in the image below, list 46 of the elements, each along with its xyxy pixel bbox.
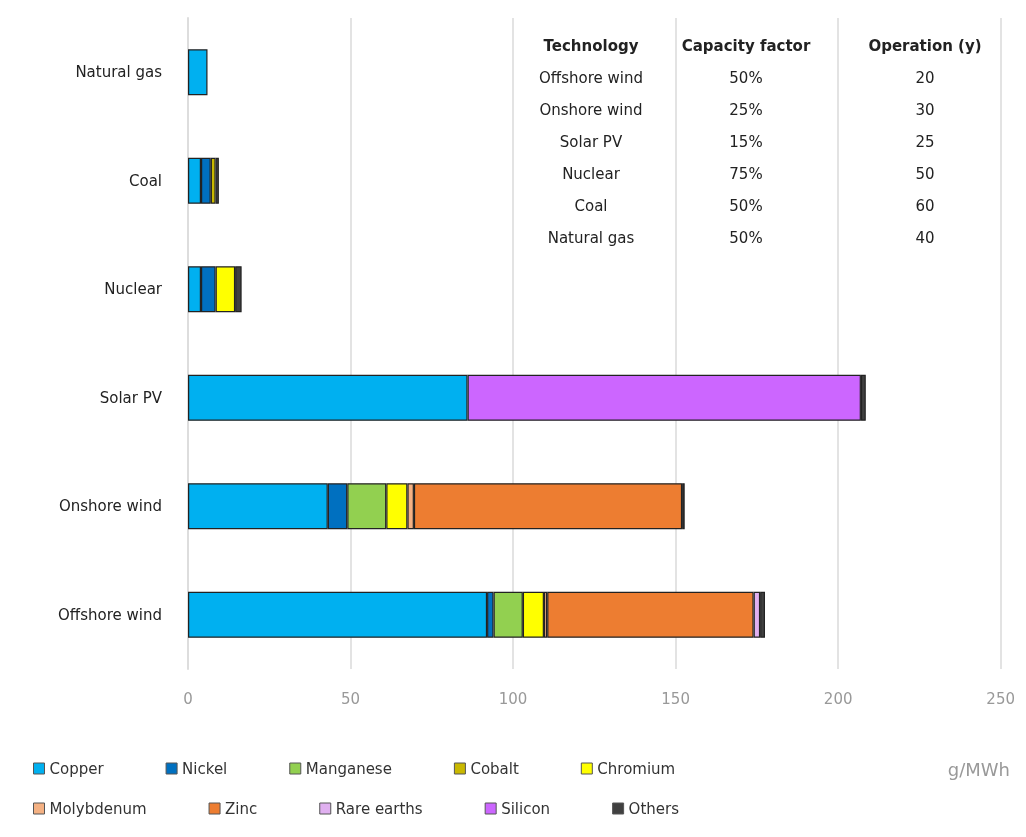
annotation: Natural gas [547,229,635,247]
annotation: Operation (y) [868,37,982,55]
annotation: Solar PV [559,133,623,151]
legend-label: Chromium [597,759,676,778]
annotation: 50% [729,229,763,247]
x-tick-label: 100 [498,689,528,708]
legend-label: Nickel [182,759,228,778]
bar [215,157,219,204]
x-tick-label: 50 [340,689,361,708]
annotation: 50 [915,165,935,183]
annotation: Nuclear [562,165,621,183]
y-tick-label: Coal [128,171,162,190]
annotation: 50% [729,69,763,87]
x-tick-label: 250 [986,689,1016,708]
bar [188,49,208,96]
legend-label: Cobalt [470,759,519,778]
x-axis-title: g/MWh [947,758,1011,780]
y-tick-label: Natural gas [75,63,163,82]
legend-label: Manganese [305,759,392,778]
annotation: 25 [915,133,935,151]
annotation: 75% [729,165,763,183]
annotation: 20 [915,69,935,87]
annotation: 30 [915,101,935,119]
legend-label: Copper [49,759,105,778]
annotation: 25% [729,101,763,119]
legend-label: Molybdenum [49,799,147,818]
annotation: Coal [574,197,608,215]
legend-label: Zinc [225,799,258,818]
legend-label: Others [628,799,680,818]
y-tick-label: Solar PV [99,388,163,407]
legend-label: Rare earths [335,799,423,818]
legend-label: Silicon [501,799,551,818]
annotation: 60 [915,197,935,215]
annotation: Offshore wind [539,69,643,87]
annotation: 40 [915,229,935,247]
annotation: Capacity factor [681,37,811,55]
annotation: Technology [543,37,639,55]
y-tick-label: Onshore wind [58,497,162,516]
annotation: 15% [729,133,763,151]
y-tick-label: Offshore wind [58,605,162,624]
y-tick-label: Nuclear [104,280,163,299]
x-tick-label: 200 [823,689,853,708]
x-tick-label: 150 [661,689,690,708]
x-tick-label: 0 [183,689,193,708]
annotation: 50% [729,197,763,215]
annotation: Onshore wind [539,101,643,119]
